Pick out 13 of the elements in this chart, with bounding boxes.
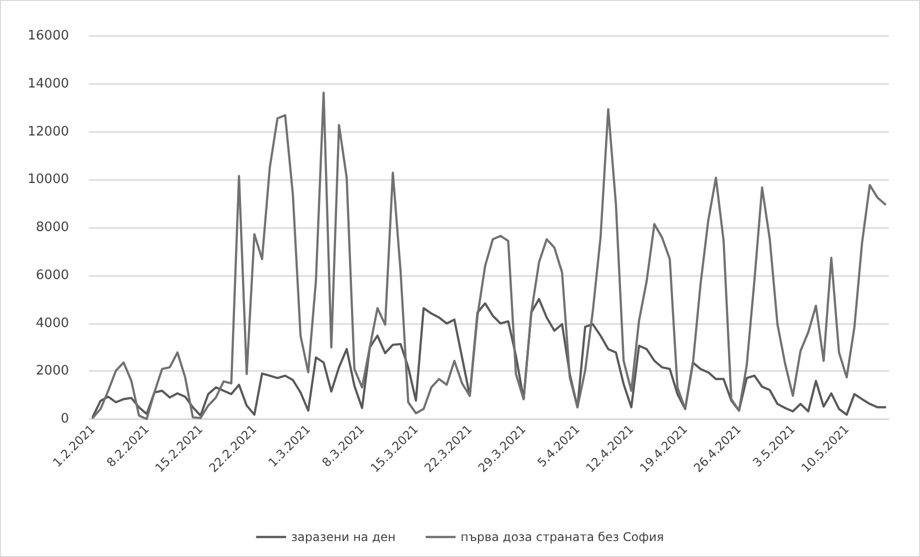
y-tick-label: 8000 [36, 220, 69, 235]
line-series [92, 92, 886, 420]
y-tick-label: 12000 [28, 124, 69, 140]
y-tick-label: 2000 [36, 364, 69, 379]
y-tick-label: 10000 [28, 172, 69, 188]
y-tick-label: 6000 [36, 268, 69, 283]
y-tick-label: 4000 [36, 316, 69, 331]
y-tick-label: 0 [60, 412, 69, 426]
line-series [92, 298, 886, 418]
y-tick-label: 16000 [28, 28, 69, 44]
legend-label: заразени на ден [291, 530, 396, 544]
legend-label: първа доза страната без София [460, 530, 664, 544]
y-tick-label: 14000 [28, 76, 69, 92]
